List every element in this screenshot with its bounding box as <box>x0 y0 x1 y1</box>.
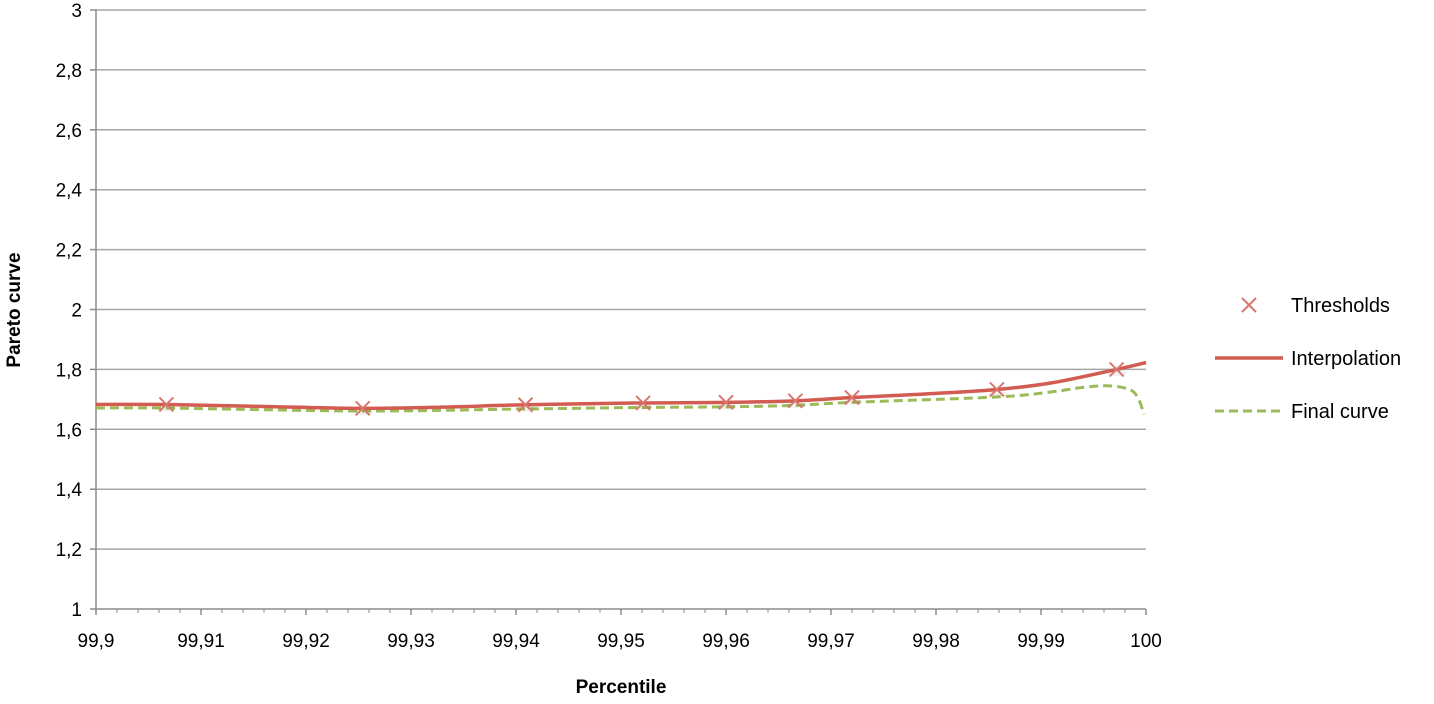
y-tick-label: 1,6 <box>56 420 82 441</box>
y-axis-title: Pareto curve <box>4 252 25 367</box>
x-tick-label: 100 <box>1130 631 1162 652</box>
series-line-final-curve <box>95 384 1146 415</box>
threshold-marker-stroke <box>635 395 651 411</box>
legend-label: Thresholds <box>1291 295 1390 317</box>
series-line-interpolation <box>95 360 1147 411</box>
y-tick-label: 2,4 <box>56 181 83 202</box>
x-tick-label: 99,91 <box>177 631 225 652</box>
threshold-marker-stroke <box>354 400 371 417</box>
y-tick-label: 3 <box>71 1 82 22</box>
threshold-marker <box>158 396 175 413</box>
legend: Thresholds Interpolation Final curve <box>1215 295 1401 423</box>
y-tick-label: 2 <box>71 301 82 322</box>
x-tick-label: 99,99 <box>1017 631 1065 652</box>
x-axis-title: Percentile <box>576 677 667 698</box>
y-tick-label: 2,2 <box>56 241 82 262</box>
x-tick-label: 99,97 <box>807 631 855 652</box>
threshold-marker-stroke <box>787 393 804 409</box>
axis-layer <box>90 9 1147 615</box>
legend-label: Final curve <box>1291 401 1389 423</box>
series-layer <box>95 360 1147 417</box>
threshold-marker <box>517 397 534 413</box>
threshold-marker <box>989 381 1005 398</box>
x-tick-label: 99,94 <box>492 631 540 652</box>
x-tick-label: 99,96 <box>702 631 750 652</box>
y-tick-label: 2,8 <box>56 61 82 82</box>
y-tick-label: 2,6 <box>56 121 82 142</box>
threshold-marker-stroke <box>718 394 734 411</box>
y-tick-label: 1,8 <box>56 360 82 381</box>
y-tick-labels: 1 1,2 1,4 1,6 1,8 2 2,2 2,4 2,6 2,8 3 <box>56 1 83 621</box>
x-tick-labels: 99,9 99,91 99,92 99,93 99,94 99,95 99,96 99,97 9… <box>78 631 1162 652</box>
legend-key-thresholds-stroke <box>1241 297 1257 313</box>
x-tick-label: 99,9 <box>78 631 115 652</box>
threshold-marker <box>787 393 804 409</box>
x-tick-label: 99,93 <box>387 631 435 652</box>
threshold-marker <box>635 395 651 411</box>
y-tick-label: 1 <box>71 600 82 621</box>
threshold-marker-stroke <box>1108 361 1125 378</box>
threshold-marker-stroke <box>517 397 534 413</box>
y-tick-label: 1,2 <box>56 540 82 561</box>
x-tick-label: 99,92 <box>282 631 330 652</box>
grid-layer <box>96 9 1146 550</box>
x-tick-label: 99,95 <box>597 631 645 652</box>
legend-label: Interpolation <box>1291 348 1401 370</box>
threshold-marker <box>844 389 860 406</box>
threshold-marker-stroke <box>989 381 1005 398</box>
threshold-marker <box>718 394 734 411</box>
threshold-marker <box>354 400 371 417</box>
threshold-marker-stroke <box>158 396 175 413</box>
y-tick-label: 1,4 <box>56 480 83 501</box>
x-tick-label: 99,98 <box>912 631 960 652</box>
threshold-marker <box>1108 361 1125 378</box>
threshold-marker-stroke <box>844 389 860 406</box>
legend-key-thresholds <box>1241 297 1257 313</box>
